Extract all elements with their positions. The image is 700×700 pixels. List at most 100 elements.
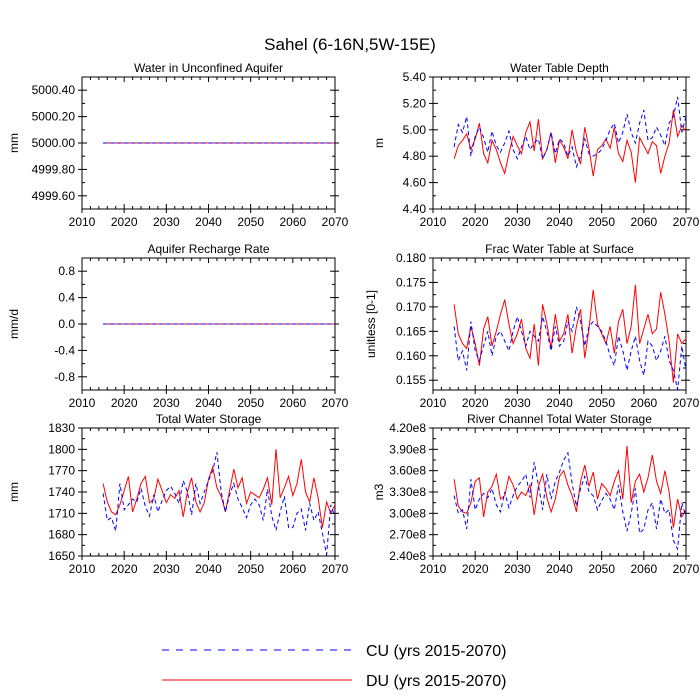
series-line-du [453,284,687,383]
y-axis-label: mm [7,133,21,153]
plot-frame [432,427,687,557]
x-tick-label: 2020 [462,396,489,410]
panel-title: Aquifer Recharge Rate [147,242,269,256]
y-tick-label: 0.165 [396,324,426,338]
x-tick-label: 2050 [237,562,264,576]
x-tick-label: 2060 [630,396,657,410]
y-tick-label: 1740 [48,485,75,499]
x-tick-label: 2030 [153,215,180,229]
x-tick-label: 2040 [546,215,573,229]
panel-aquifer-recharge-rate: Aquifer Recharge Rate mm/d 2010 2020 2030 204… [7,242,349,410]
x-tick-label: 2030 [504,396,531,410]
y-tick-label: 1710 [48,506,75,520]
y-axis-label: m3 [372,483,386,500]
x-tick-label: 2020 [462,215,489,229]
y-tick-label: 4.20e8 [389,421,426,435]
y-tick-label: 3.30e8 [389,485,426,499]
panel-water-table-depth: Water Table Depth m 2010 2020 2030 2040 2050 20… [372,61,700,229]
series-line-cu [453,451,687,551]
legend: CU (yrs 2015-2070) DU (yrs 2015-2070) [162,643,507,690]
x-tick-label: 2030 [504,215,531,229]
x-tick-label: 2060 [279,215,306,229]
x-tick-label: 2030 [153,396,180,410]
x-tick-label: 2050 [237,215,264,229]
plot-frame [432,257,687,391]
y-tick-label: 4999.80 [32,162,76,176]
panel-frac-water-table-at-surface: Frac Water Table at Surface unitless [0-1… [364,242,700,410]
y-axis-label: unitless [0-1] [364,290,378,358]
y-tick-label: 4.60 [403,176,427,190]
legend-label-cu: CU (yrs 2015-2070) [366,643,507,660]
x-tick-label: 2070 [673,396,700,410]
y-tick-label: 1680 [48,528,75,542]
x-tick-label: 2040 [546,396,573,410]
panels-group: Water in Unconfined Aquifer mm 2010 2020 203… [7,61,700,576]
y-axis-label: mm/d [7,309,21,339]
series-line-du [453,109,687,183]
x-tick-label: 2050 [588,215,615,229]
panel-title: River Channel Total Water Storage [467,412,652,426]
y-tick-label: 3.00e8 [389,506,426,520]
y-tick-label: 0.175 [396,275,426,289]
y-tick-label: 1650 [48,549,75,563]
x-tick-label: 2070 [673,562,700,576]
panel-total-water-storage: Total Water Storage mm 2010 2020 2030 2040 205… [7,412,349,576]
series-line-cu [102,452,336,555]
panel-title: Total Water Storage [156,412,262,426]
x-tick-label: 2030 [504,562,531,576]
y-tick-label: 0.155 [396,373,426,387]
y-tick-label: 3.60e8 [389,464,426,478]
y-tick-label: 5.00 [403,123,427,137]
x-tick-label: 2060 [630,215,657,229]
figure-title: Sahel (6-16N,5W-15E) [264,35,436,54]
panel-title: Frac Water Table at Surface [485,242,634,256]
y-tick-label: 5000.00 [32,136,76,150]
y-tick-label: 0.0 [58,317,75,331]
y-tick-label: 4999.60 [32,189,76,203]
x-tick-label: 2030 [153,562,180,576]
y-tick-label: 0.8 [58,264,75,278]
x-tick-label: 2010 [420,396,447,410]
legend-label-du: DU (yrs 2015-2070) [366,673,507,690]
y-tick-label: 0.160 [396,349,426,363]
y-tick-label: 5.40 [403,70,427,84]
y-tick-label: 1830 [48,421,75,435]
y-tick-label: 0.180 [396,251,426,265]
x-tick-label: 2050 [588,562,615,576]
series-line-cu [453,306,687,391]
y-axis-label: mm [7,482,21,502]
y-tick-label: 4.40 [403,202,427,216]
y-tick-label: 2.40e8 [389,549,426,563]
x-tick-label: 2010 [420,562,447,576]
series-line-cu [453,96,687,169]
x-tick-label: 2060 [630,562,657,576]
x-tick-label: 2070 [322,396,349,410]
y-tick-label: 0.4 [58,291,75,305]
y-tick-label: 1800 [48,442,75,456]
x-tick-label: 2010 [69,562,96,576]
x-tick-label: 2020 [111,562,138,576]
y-tick-label: -0.4 [54,343,75,357]
x-tick-label: 2050 [237,396,264,410]
y-tick-label: 1770 [48,464,75,478]
x-tick-label: 2010 [69,396,96,410]
y-tick-label: 5000.20 [32,110,76,124]
x-tick-label: 2060 [279,396,306,410]
y-tick-label: 0.170 [396,300,426,314]
x-tick-label: 2040 [195,215,222,229]
y-tick-label: -0.8 [54,370,75,384]
series-line-du [102,449,336,528]
x-tick-label: 2070 [673,215,700,229]
x-tick-label: 2050 [588,396,615,410]
x-tick-label: 2060 [279,562,306,576]
series-line-du [453,445,687,528]
panel-title: Water in Unconfined Aquifer [134,61,283,75]
x-tick-label: 2040 [195,396,222,410]
x-tick-label: 2070 [322,562,349,576]
y-axis-label: m [372,138,386,148]
y-tick-label: 5.20 [403,96,427,110]
x-tick-label: 2040 [195,562,222,576]
panel-water-in-unconfined-aquifer: Water in Unconfined Aquifer mm 2010 2020 203… [7,61,349,229]
